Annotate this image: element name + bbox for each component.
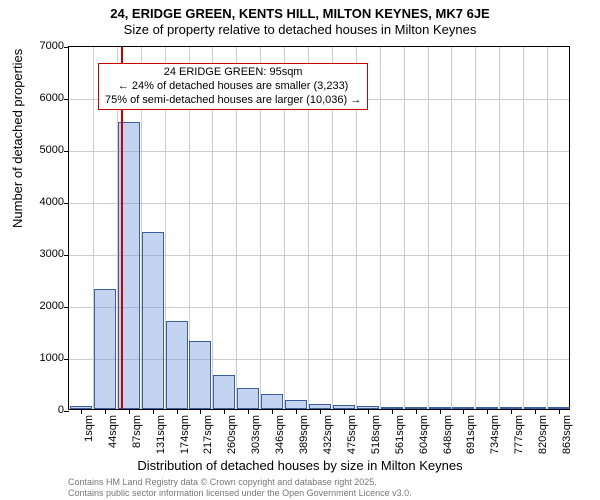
x-tick-label: 44sqm — [107, 415, 119, 448]
x-tick-label: 1sqm — [83, 415, 95, 442]
x-tick-label: 260sqm — [226, 415, 238, 454]
x-tick-label: 174sqm — [179, 415, 191, 454]
x-tick-mark — [105, 409, 106, 414]
x-tick-label: 217sqm — [202, 415, 214, 454]
y-tick-label: 5000 — [24, 144, 64, 156]
footer-line-2: Contains public sector information licen… — [68, 488, 412, 498]
footer-attribution: Contains HM Land Registry data © Crown c… — [68, 477, 412, 498]
callout-box: 24 ERIDGE GREEN: 95sqm ← 24% of detached… — [98, 63, 368, 110]
x-tick-mark — [129, 409, 130, 414]
histogram-bar — [166, 321, 188, 409]
x-tick-label: 303sqm — [250, 415, 262, 454]
histogram-bar — [142, 232, 164, 409]
x-tick-label: 734sqm — [489, 415, 501, 454]
x-tick-label: 346sqm — [274, 415, 286, 454]
x-tick-label: 777sqm — [513, 415, 525, 454]
x-tick-label: 131sqm — [155, 415, 167, 454]
x-tick-label: 604sqm — [418, 415, 430, 454]
x-tick-label: 561sqm — [394, 415, 406, 454]
y-tick-label: 1000 — [24, 352, 64, 364]
y-tick-mark — [64, 307, 69, 308]
x-tick-mark — [224, 409, 225, 414]
histogram-bar — [94, 289, 116, 409]
y-tick-label: 0 — [24, 404, 64, 416]
y-tick-label: 4000 — [24, 196, 64, 208]
x-tick-mark — [177, 409, 178, 414]
y-tick-mark — [64, 99, 69, 100]
x-tick-mark — [440, 409, 441, 414]
x-tick-mark — [81, 409, 82, 414]
histogram-bar — [189, 341, 211, 409]
x-tick-mark — [153, 409, 154, 414]
chart-area: 1sqm44sqm87sqm131sqm174sqm217sqm260sqm30… — [68, 46, 570, 410]
x-tick-label: 389sqm — [298, 415, 310, 454]
y-tick-mark — [64, 203, 69, 204]
x-tick-label: 432sqm — [322, 415, 334, 454]
x-axis-label: Distribution of detached houses by size … — [0, 458, 600, 473]
x-tick-mark — [535, 409, 536, 414]
callout-line-3: 75% of semi-detached houses are larger (… — [105, 94, 361, 108]
x-tick-mark — [296, 409, 297, 414]
x-tick-label: 691sqm — [465, 415, 477, 454]
y-tick-mark — [64, 255, 69, 256]
footer-line-1: Contains HM Land Registry data © Crown c… — [68, 477, 412, 487]
y-tick-label: 6000 — [24, 92, 64, 104]
x-tick-mark — [416, 409, 417, 414]
x-tick-label: 475sqm — [346, 415, 358, 454]
histogram-bar — [285, 400, 307, 409]
histogram-bar — [261, 394, 283, 409]
x-tick-mark — [248, 409, 249, 414]
y-tick-label: 7000 — [24, 40, 64, 52]
y-tick-mark — [64, 359, 69, 360]
title-block: 24, ERIDGE GREEN, KENTS HILL, MILTON KEY… — [0, 0, 600, 37]
histogram-bar — [237, 388, 259, 409]
x-tick-label: 648sqm — [442, 415, 454, 454]
x-tick-mark — [344, 409, 345, 414]
x-tick-label: 518sqm — [370, 415, 382, 454]
y-tick-label: 3000 — [24, 248, 64, 260]
x-tick-mark — [320, 409, 321, 414]
x-tick-label: 863sqm — [561, 415, 573, 454]
x-tick-mark — [272, 409, 273, 414]
y-tick-mark — [64, 151, 69, 152]
y-tick-label: 2000 — [24, 300, 64, 312]
x-tick-mark — [511, 409, 512, 414]
x-tick-label: 87sqm — [131, 415, 143, 448]
callout-line-1: 24 ERIDGE GREEN: 95sqm — [105, 66, 361, 80]
x-tick-mark — [200, 409, 201, 414]
y-axis-label: Number of detached properties — [10, 49, 25, 228]
x-tick-mark — [392, 409, 393, 414]
x-tick-mark — [368, 409, 369, 414]
y-tick-mark — [64, 411, 69, 412]
y-tick-mark — [64, 47, 69, 48]
x-tick-mark — [487, 409, 488, 414]
callout-line-2: ← 24% of detached houses are smaller (3,… — [105, 80, 361, 94]
x-tick-label: 820sqm — [537, 415, 549, 454]
chart-title-main: 24, ERIDGE GREEN, KENTS HILL, MILTON KEY… — [0, 6, 600, 21]
x-tick-mark — [559, 409, 560, 414]
x-tick-mark — [463, 409, 464, 414]
chart-title-sub: Size of property relative to detached ho… — [0, 22, 600, 37]
histogram-bar — [213, 375, 235, 409]
